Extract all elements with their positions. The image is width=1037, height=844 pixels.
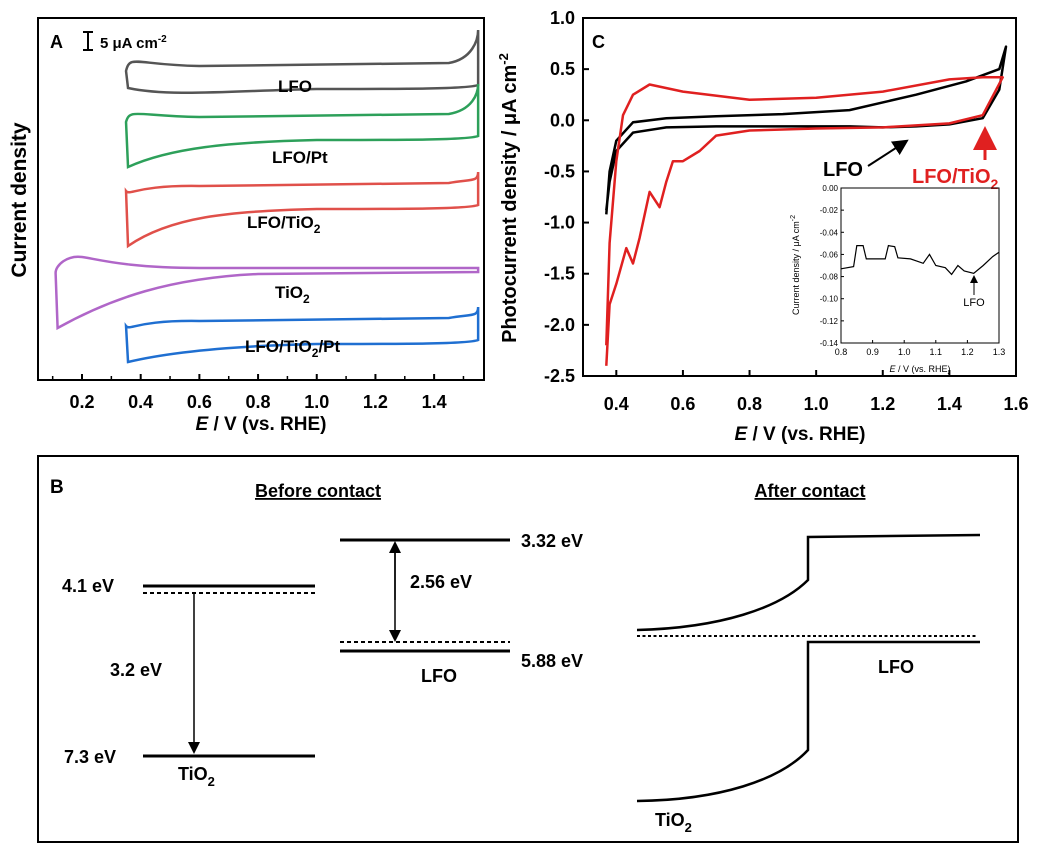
- panel-c: C 0.4 0.6 0.8 1.0 1.2 1.4 1.6 1.0 0.5 0.0 -0.5 -1.0…: [496, 8, 1029, 445]
- panel-a-x-ticks: 0.2 0.4 0.6 0.8 1.0 1.2 1.4: [51, 374, 465, 412]
- inset-frame: [840, 187, 1000, 344]
- after-valence-band: [636, 640, 980, 803]
- panel-c-x-tick-label: 0.8: [737, 394, 762, 414]
- panel-c-y-tick-label: 0.5: [550, 59, 575, 79]
- panel-c-y-tick-label: 0.0: [550, 110, 575, 130]
- panel-a-curve-lfo-pt: [124, 83, 480, 169]
- panel-c-label: C: [592, 32, 605, 52]
- lfo-cb-energy: 3.32 eV: [521, 531, 583, 551]
- after-contact-diagram: LFO TiO2: [636, 533, 981, 835]
- inset-y-tick-label: -0.02: [820, 206, 839, 215]
- inset-y-tick-label: 0.00: [822, 184, 838, 193]
- panel-c-y-tick-label: -1.5: [544, 264, 575, 284]
- inset-chart: 0.8 0.9 1.0 1.1 1.2 1.3 0.00 -0.02 -0.04 -0.06 -0.…: [790, 184, 1005, 374]
- panel-b: B Before contact After contact 4.1 eV 7.…: [37, 455, 1019, 843]
- panel-b-label: B: [50, 477, 64, 498]
- panel-c-x-tick-label: 0.6: [670, 394, 695, 414]
- after-contact-title: After contact: [754, 481, 865, 501]
- inset-y-tick-label: -0.14: [820, 339, 839, 348]
- panel-a-curve-label: LFO/Pt: [272, 148, 328, 167]
- panel-a-x-tick-label: 1.4: [422, 392, 447, 412]
- panel-a-curve-lfo-tio2-pt: [124, 306, 480, 364]
- inset-curve-lfo: [840, 244, 1000, 276]
- panel-a-frame: [37, 17, 485, 381]
- panel-a-curve-label: LFO/TiO2/Pt: [245, 337, 340, 360]
- panel-a-x-axis-title: E / V (vs. RHE): [196, 414, 327, 435]
- panel-c-x-tick-label: 1.0: [804, 394, 829, 414]
- inset-x-axis-title: E / V (vs. RHE): [889, 364, 950, 374]
- inset-y-tick-label: -0.08: [820, 273, 839, 282]
- panel-a-x-tick-label: 0.8: [246, 392, 271, 412]
- scale-bar: 5 μA cm-2: [83, 31, 167, 52]
- after-conduction-band: [636, 533, 981, 632]
- before-contact-title: Before contact: [255, 481, 381, 501]
- panel-c-x-tick-label: 1.2: [870, 394, 895, 414]
- inset-x-tick-label: 0.8: [835, 347, 848, 357]
- panel-c-curve-lfo-tio2: [605, 76, 1004, 366]
- inset-y-axis-title: Current density / μA cm-2: [790, 215, 801, 315]
- inset-y-tick-label: -0.04: [820, 228, 839, 237]
- inset-y-tick-label: -0.12: [820, 317, 839, 326]
- lfo-band-diagram: 3.32 eV 5.88 eV 2.56 eV LFO: [340, 531, 583, 686]
- tio2-label: TiO2: [178, 764, 215, 789]
- tio2-band-diagram: 4.1 eV 7.3 eV 3.2 eV TiO2: [62, 576, 315, 789]
- panel-a-x-tick-label: 1.0: [304, 392, 329, 412]
- panel-b-frame: [37, 455, 1019, 843]
- panel-c-x-axis-title: E / V (vs. RHE): [735, 424, 866, 445]
- annotation-lfo: LFO: [823, 139, 909, 181]
- panel-a-x-tick-label: 0.4: [128, 392, 153, 412]
- panel-a-curve-tio2: [54, 255, 480, 331]
- inset-x-tick-label: 1.0: [898, 347, 911, 357]
- panel-c-y-tick-label: 1.0: [550, 8, 575, 28]
- panel-a-curves: LFO LFO/Pt LFO/TiO2 TiO2 LFO/TiO2/Pt: [54, 29, 480, 364]
- inset-x-tick-label: 1.2: [961, 347, 974, 357]
- panel-c-y-tick-label: -2.5: [544, 366, 575, 386]
- lfo-band-gap: 2.56 eV: [410, 572, 472, 592]
- after-lfo-label: LFO: [878, 657, 914, 677]
- inset-y-tick-label: -0.06: [820, 250, 839, 259]
- panel-c-curves: [605, 45, 1008, 366]
- panel-a-curve-lfo-tio2: [124, 171, 480, 249]
- annotation-lfo-tio2: LFO/TiO2: [912, 126, 999, 192]
- panel-a-curve-label: LFO/TiO2: [247, 213, 321, 236]
- panel-c-x-tick-label: 1.4: [937, 394, 962, 414]
- panel-c-y-axis-title: Photocurrent density / μA cm-2: [496, 53, 521, 343]
- inset-y-tick-label: -0.10: [820, 295, 839, 304]
- panel-a-curve-lfo: [124, 29, 480, 95]
- panel-c-frame: [582, 17, 1017, 377]
- panel-a-x-tick-label: 0.2: [69, 392, 94, 412]
- inset-annotation-lfo: LFO: [963, 297, 985, 309]
- lfo-vb-energy: 5.88 eV: [521, 651, 583, 671]
- panel-c-axes: 0.4 0.6 0.8 1.0 1.2 1.4 1.6 1.0 0.5 0.0 -0.5 -1.0 -1…: [544, 8, 1029, 414]
- panel-a-curve-label: TiO2: [275, 283, 310, 306]
- svg-text:LFO/TiO2: LFO/TiO2: [912, 166, 999, 192]
- tio2-band-gap: 3.2 eV: [110, 660, 162, 680]
- panel-c-curve-lfo: [605, 45, 1008, 215]
- panel-a-curve-label: LFO: [278, 77, 312, 96]
- panel-a-x-tick-label: 1.2: [363, 392, 388, 412]
- tio2-cb-energy: 4.1 eV: [62, 576, 114, 596]
- scale-bar-label: 5 μA cm-2: [100, 34, 167, 52]
- panel-a-x-tick-label: 0.6: [187, 392, 212, 412]
- panel-a: A 5 μA cm-2 LFO LFO/Pt LFO/TiO2 TiO2 LFO/TiO…: [8, 17, 485, 435]
- panel-c-x-tick-label: 0.4: [604, 394, 629, 414]
- inset-x-tick-label: 0.9: [866, 347, 879, 357]
- panel-c-y-tick-label: -0.5: [544, 161, 575, 181]
- inset-x-tick-label: 1.3: [993, 347, 1006, 357]
- panel-c-y-tick-label: -1.0: [544, 213, 575, 233]
- lfo-label: LFO: [421, 666, 457, 686]
- after-tio2-label: TiO2: [655, 810, 692, 835]
- tio2-vb-energy: 7.3 eV: [64, 747, 116, 767]
- panel-c-x-tick-label: 1.6: [1003, 394, 1028, 414]
- svg-text:LFO: LFO: [823, 159, 863, 181]
- inset-curve: [840, 244, 1000, 276]
- inset-x-tick-label: 1.1: [930, 347, 943, 357]
- panel-a-label: A: [50, 32, 63, 52]
- panel-c-y-tick-label: -2.0: [544, 315, 575, 335]
- panel-a-y-axis-title: Current density: [8, 122, 31, 278]
- inset-axes: 0.8 0.9 1.0 1.1 1.2 1.3 0.00 -0.02 -0.04 -0.06 -0.…: [820, 184, 1005, 357]
